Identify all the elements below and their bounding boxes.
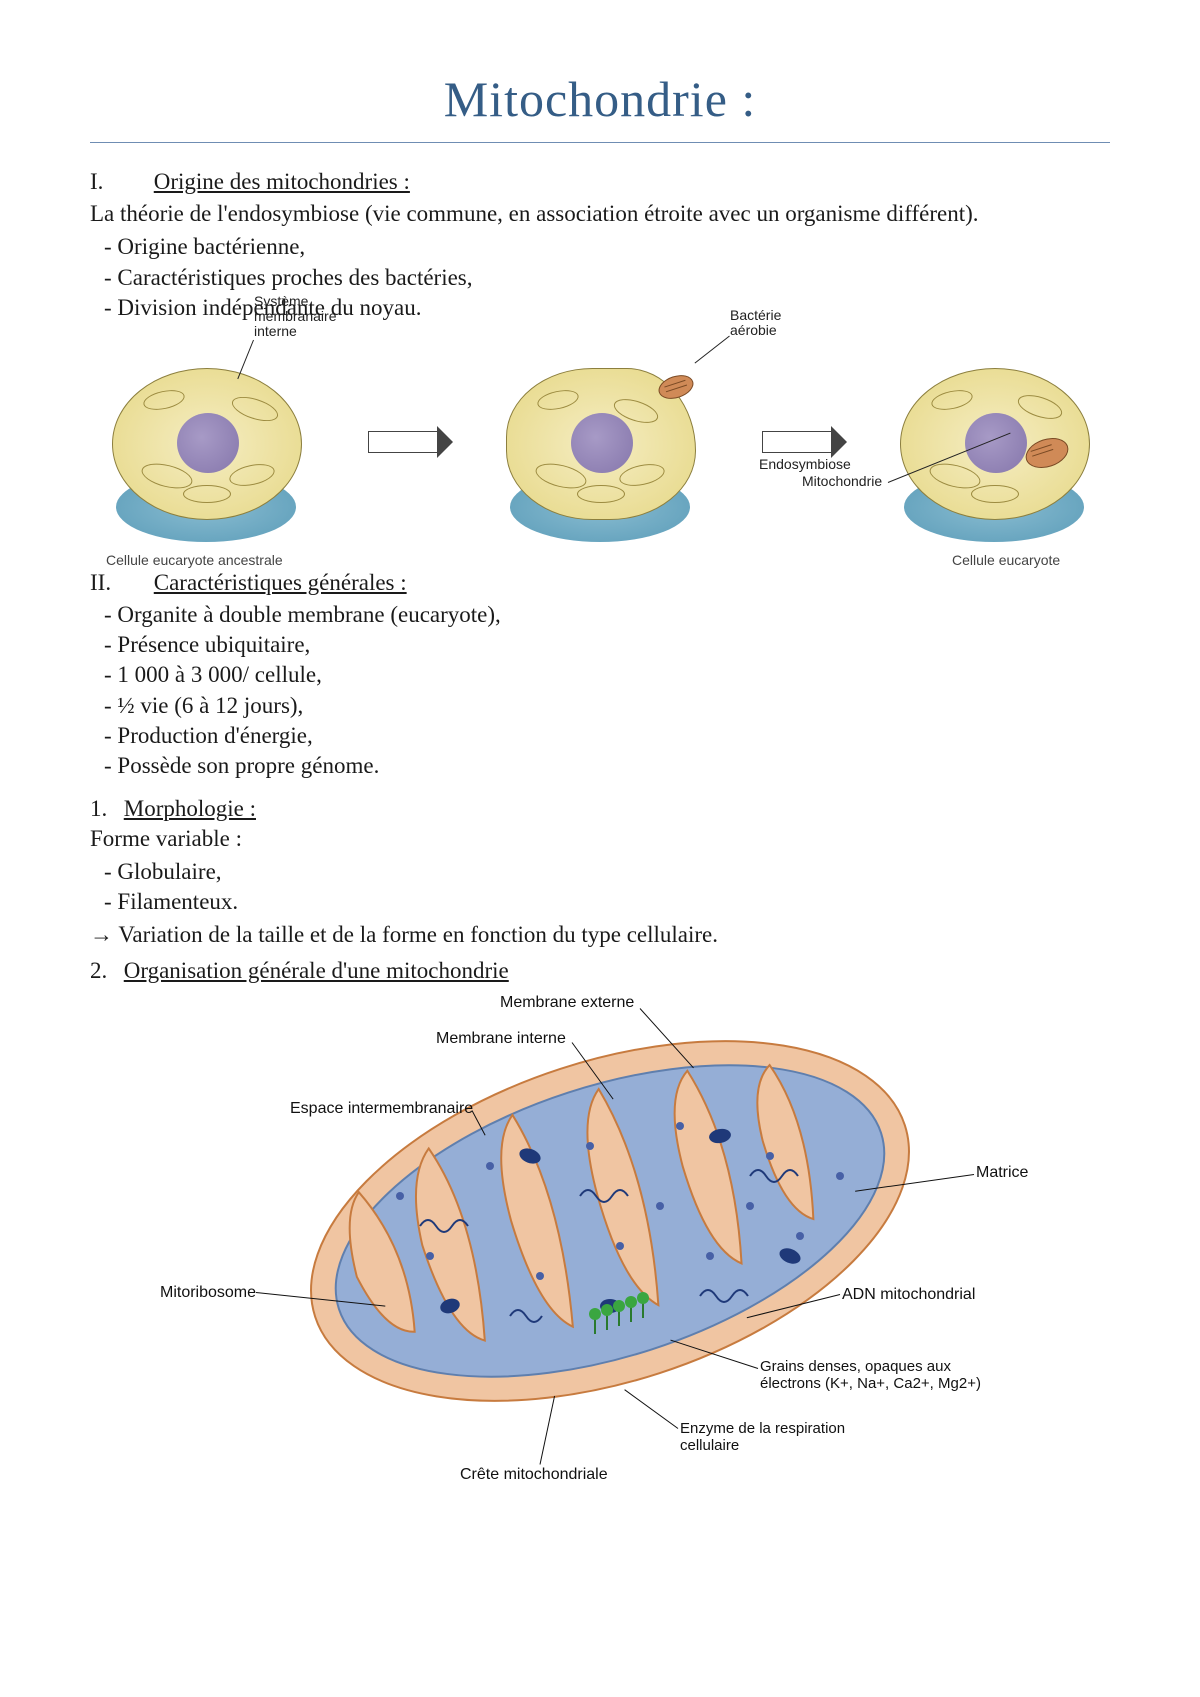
section-1-label: Origine des mitochondries : (154, 169, 410, 194)
caption-cell-ancestrale: Cellule eucaryote ancestrale (106, 552, 283, 568)
cell-ancestral: Système membranaire interne Cellule euca… (106, 342, 306, 542)
subsection-2-heading: 2. Organisation générale d'une mitochond… (90, 958, 1110, 984)
list-item: 1 000 à 3 000/ cellule, (90, 660, 1110, 690)
subsection-1-label: Morphologie : (124, 796, 256, 821)
list-item: Origine bactérienne, (90, 232, 1110, 262)
cell-engulfing: Bactérie aérobie (500, 342, 700, 542)
section-1-intro: La théorie de l'endosymbiose (vie commun… (90, 199, 1110, 228)
list-item: ½ vie (6 à 12 jours), (90, 691, 1110, 721)
label-mitochondrie: Mitochondrie (802, 474, 882, 489)
page: Mitochondrie : I. Origine des mitochondr… (0, 0, 1200, 1697)
label-membrane-interne: Membrane interne (436, 1030, 566, 1048)
label-membrane-externe: Membrane externe (500, 994, 634, 1012)
section-2-label: Caractéristiques générales : (154, 570, 407, 595)
section-2-num: II. (90, 570, 148, 596)
section-1-heading: I. Origine des mitochondries : (90, 169, 1110, 195)
caption-cell-eucaryote: Cellule eucaryote (952, 552, 1060, 568)
list-item: Caractéristiques proches des bactéries, (90, 263, 1110, 293)
label-systeme-membranaire: Système membranaire interne (254, 294, 336, 340)
section-1-num: I. (90, 169, 148, 195)
list-item: Possède son propre génome. (90, 751, 1110, 781)
subsection-2-label: Organisation générale d'une mitochondrie (124, 958, 509, 983)
list-item: Globulaire, (90, 857, 1110, 887)
label-matrice: Matrice (976, 1164, 1028, 1182)
label-adn-mitochondrial: ADN mitochondrial (842, 1286, 975, 1304)
label-enzyme-respiration: Enzyme de la respiration cellulaire (680, 1420, 845, 1455)
section-2-heading: II. Caractéristiques générales : (90, 570, 1110, 596)
figure-2-mitochondrion: Membrane externe Membrane interne Espace… (140, 996, 1060, 1486)
subsection-1-conclusion: → Variation de la taille et de la forme … (90, 922, 1110, 948)
figure-1-endosymbiosis: Système membranaire interne Cellule euca… (90, 342, 1110, 542)
subsection-1-intro: Forme variable : (90, 824, 1110, 853)
list-item: Présence ubiquitaire, (90, 630, 1110, 660)
list-item: Organite à double membrane (eucaryote), (90, 600, 1110, 630)
arrow-icon (368, 431, 438, 453)
subsection-1-heading: 1. Morphologie : (90, 796, 1110, 822)
list-item: Filamenteux. (90, 887, 1110, 917)
section-2-list: Organite à double membrane (eucaryote), … (90, 600, 1110, 782)
list-item: Division indépendante du noyau. (90, 293, 1110, 323)
cell-eucaryote: Mitochondrie Cellule eucaryote (894, 342, 1094, 542)
label-bacterie-aerobie: Bactérie aérobie (730, 308, 781, 339)
label-endosymbiose: Endosymbiose (759, 456, 851, 472)
subsection-1-num: 1. (90, 796, 118, 822)
label-mitoribosome: Mitoribosome (160, 1284, 256, 1302)
section-1-list: Origine bactérienne, Caractéristiques pr… (90, 232, 1110, 323)
subsection-1-list: Globulaire, Filamenteux. (90, 857, 1110, 918)
page-title: Mitochondrie : (90, 70, 1110, 128)
subsection-2-num: 2. (90, 958, 118, 984)
label-espace-intermembranaire: Espace intermembranaire (290, 1100, 473, 1118)
label-crete-mitochondriale: Crête mitochondriale (460, 1466, 608, 1484)
title-rule (90, 142, 1110, 143)
arrow-icon: Endosymbiose (762, 431, 832, 453)
label-grains-denses: Grains denses, opaques aux électrons (K+… (760, 1358, 981, 1393)
list-item: Production d'énergie, (90, 721, 1110, 751)
